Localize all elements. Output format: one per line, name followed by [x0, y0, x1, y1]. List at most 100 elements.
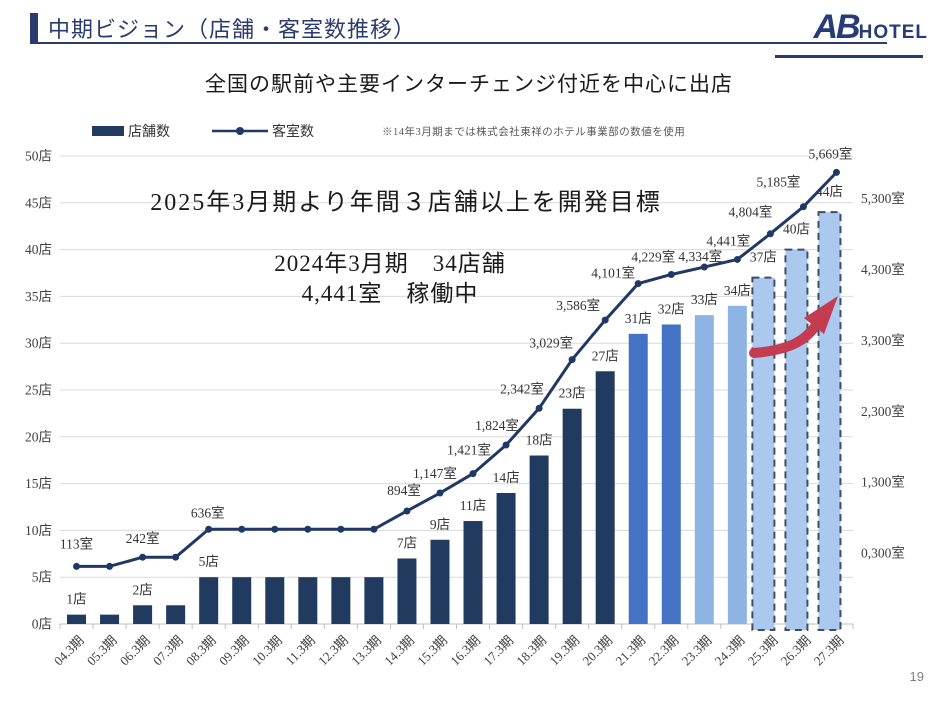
store-bar	[661, 324, 681, 624]
x-axis-label: 15.3期	[414, 633, 450, 669]
room-dot	[469, 470, 477, 478]
room-value-label: 4,804室	[728, 204, 772, 220]
y-axis-label-left: 25店	[25, 383, 52, 398]
bar-value-label: 37店	[750, 250, 777, 265]
y-axis-label-left: 45店	[25, 195, 52, 210]
x-axis-label: 24.3期	[712, 633, 748, 669]
page-title: 中期ビジョン（店舗・客室数推移）	[48, 17, 417, 42]
bar-value-label: 44店	[816, 184, 843, 199]
y-axis-label-right: 1,300室	[861, 474, 905, 490]
room-value-label: 4,101室	[591, 265, 635, 281]
legend-rooms-label: 客室数	[272, 125, 314, 140]
room-value-label: 242室	[126, 530, 160, 546]
store-bar	[496, 492, 516, 624]
room-dot	[172, 553, 180, 561]
x-axis-label: 22.3期	[645, 633, 681, 669]
legend-footnote: ※14年3月期までは株式会社東祥のホテル事業部の数値を使用	[382, 126, 686, 138]
room-dot	[370, 525, 378, 533]
y-axis-label-left: 35店	[25, 289, 52, 304]
room-value-label: 1,824室	[475, 417, 519, 433]
x-axis-label: 08.3期	[183, 633, 219, 669]
y-axis-label-right: 0,300室	[861, 545, 905, 561]
growth-arrow-head	[804, 296, 838, 334]
room-value-label: 3,586室	[556, 297, 600, 313]
room-dot	[271, 525, 279, 533]
chart-legend: 店舗数 客室数 ※14年3月期までは株式会社東祥のホテル事業部の数値を使用	[92, 118, 685, 144]
bar-value-label: 40店	[783, 222, 810, 237]
slide-subtitle: 全国の駅前や主要インターチェンジ付近を中心に出店	[205, 72, 733, 96]
room-value-label: 5,669室	[809, 145, 853, 161]
bar-value-label: 31店	[625, 311, 652, 326]
store-bar	[628, 333, 648, 624]
store-bar	[397, 558, 417, 624]
store-bar	[694, 315, 714, 624]
x-axis-label: 14.3期	[381, 633, 417, 669]
room-value-label: 636室	[191, 504, 225, 520]
bar-swatch-icon	[92, 126, 124, 136]
bar-value-label: 18店	[526, 433, 553, 448]
store-bar-forecast	[751, 276, 776, 631]
x-axis-label: 09.3期	[216, 633, 252, 669]
current-status-line1: 2024年3月期 34店舗	[274, 251, 506, 276]
store-bar	[199, 577, 219, 624]
y-axis-label-left: 50店	[25, 149, 52, 164]
room-dot	[205, 525, 213, 533]
logo-hotel-text: HOTEL	[858, 22, 928, 43]
store-bar	[67, 614, 87, 624]
x-axis-label: 19.3期	[546, 633, 582, 669]
y-axis-label-right: 4,300室	[861, 261, 905, 277]
room-dot	[436, 489, 444, 497]
current-status-annotation: 2024年3月期 34店舗 4,441室 稼働中	[180, 249, 600, 309]
room-dot	[568, 356, 576, 364]
x-axis-label: 18.3期	[513, 633, 549, 669]
y-axis-label-left: 0店	[32, 617, 52, 632]
store-bar	[100, 614, 120, 624]
room-dot	[700, 263, 708, 271]
x-axis-label: 06.3期	[117, 633, 153, 669]
ab-hotel-logo: ABHOTEL	[775, 8, 928, 58]
store-bar	[430, 539, 450, 624]
store-bar	[727, 305, 747, 624]
x-axis-label: 23.3期	[679, 633, 715, 669]
x-axis-label: 16.3期	[447, 633, 483, 669]
legend-item-rooms: 客室数	[212, 121, 314, 141]
room-dot	[106, 562, 114, 570]
store-bar	[562, 408, 582, 624]
store-bar-forecast	[784, 248, 809, 631]
store-bar	[529, 455, 549, 624]
bar-value-label: 1店	[66, 592, 86, 607]
store-bar	[133, 605, 153, 624]
room-value-label: 1,147室	[413, 465, 457, 481]
room-dot	[502, 441, 510, 449]
x-axis-label: 12.3期	[315, 633, 351, 669]
y-axis-label-left: 10店	[25, 523, 52, 538]
room-line	[76, 171, 838, 568]
room-value-label: 3,029室	[529, 335, 573, 351]
title-underline	[30, 42, 887, 44]
y-axis-label-left: 30店	[25, 336, 52, 351]
x-axis-label: 21.3期	[612, 633, 648, 669]
room-dot	[304, 525, 312, 533]
bar-value-label: 23店	[559, 386, 586, 401]
store-bar	[166, 605, 186, 624]
current-status-line2: 4,441室 稼働中	[301, 281, 479, 306]
y-axis-label-left: 20店	[25, 429, 52, 444]
store-bar	[331, 577, 351, 624]
store-bar-forecast	[817, 211, 842, 631]
store-bar	[463, 521, 483, 624]
bar-value-label: 2店	[132, 582, 152, 597]
room-value-label: 4,441室	[706, 232, 750, 248]
page-number: 19	[909, 669, 924, 684]
room-dot	[238, 525, 246, 533]
growth-arrow	[749, 317, 823, 358]
bar-value-label: 7店	[397, 535, 417, 550]
x-axis-label: 17.3期	[480, 633, 516, 669]
x-axis-label: 04.3期	[51, 633, 87, 669]
room-dot	[733, 255, 741, 263]
y-axis-label-right: 5,300室	[861, 190, 905, 206]
room-value-label: 1,421室	[447, 442, 491, 458]
bar-value-label: 14店	[493, 470, 520, 485]
x-axis-label: 10.3期	[249, 633, 285, 669]
x-axis-label: 27.3期	[811, 633, 847, 669]
